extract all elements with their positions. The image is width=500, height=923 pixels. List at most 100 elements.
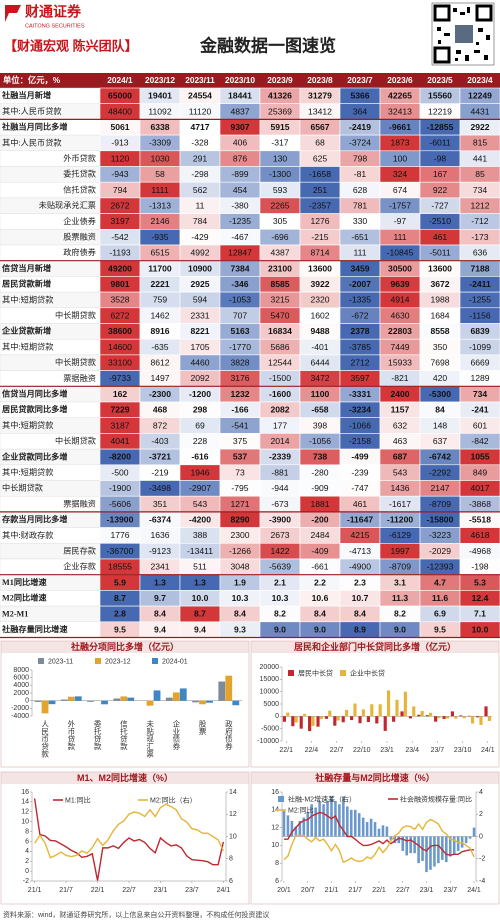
cell-value: -944: [271, 483, 288, 493]
cell-value: -215: [311, 232, 328, 242]
cell-value: -3223: [429, 530, 451, 540]
row-label: 未贴现承兑汇票: [39, 200, 96, 210]
bar: [308, 716, 312, 732]
cell-value: 9.7: [154, 593, 166, 603]
cell-value: -1600: [269, 389, 291, 399]
cell-value: -1658: [309, 169, 331, 179]
cell-value: -97: [394, 216, 407, 226]
legend-swatch: [38, 658, 44, 664]
cell-value: 7449: [390, 342, 409, 352]
cell-value: -2300: [149, 389, 171, 399]
cell-value: -9733: [109, 373, 131, 383]
x-tick-label: 人民币贷款: [40, 720, 49, 759]
chart-title: M1、M2同比增速（%）: [77, 772, 173, 783]
cell-value: 11: [196, 201, 205, 211]
row-label: M1同比增速: [2, 577, 47, 587]
cell-value: 1436: [390, 483, 409, 493]
bar: [487, 716, 491, 722]
cell-value: -881: [271, 467, 288, 477]
cell-value: -3900: [269, 515, 291, 525]
cell-value: 6272: [110, 310, 129, 320]
bar: [409, 836, 412, 854]
cell-value: -401: [311, 342, 328, 352]
cell-value: 4717: [190, 122, 209, 132]
cell-value: 1997: [390, 546, 409, 556]
bar: [225, 675, 233, 701]
row-label: 企业贷款新增: [1, 326, 51, 336]
line: [283, 818, 475, 864]
cell-value: -8709: [389, 562, 411, 572]
cell-value: 922: [433, 185, 448, 195]
y2-tick-label: 6: [229, 878, 233, 885]
x-tick-label: 23/1: [380, 747, 394, 754]
cell-value: 4630: [390, 310, 409, 320]
x-tick-label: 未贴现汇票: [145, 719, 154, 758]
cell-value: 8221: [190, 326, 209, 336]
legend-label: M2:同比（右）: [150, 795, 197, 804]
cell-value: 23100: [268, 263, 292, 273]
cell-value: 7188: [470, 263, 489, 273]
cell-value: 687: [393, 452, 408, 462]
cell-value: 463: [393, 436, 408, 446]
y-tick-label: 20000: [260, 664, 280, 671]
cell-value: 10.6: [312, 593, 329, 603]
chart-title: 社融分项同比多增（亿元）: [70, 641, 179, 652]
bar: [370, 704, 374, 717]
bar: [445, 836, 448, 863]
cell-value: 2484: [310, 530, 329, 540]
cell-value: 22803: [388, 326, 412, 336]
panel-border: [0, 640, 250, 768]
bar: [401, 836, 405, 851]
row-label: M2同比增速: [2, 593, 47, 603]
cell-value: 9307: [230, 122, 249, 132]
cell-value: -542: [111, 232, 128, 242]
y-tick-label: 8: [275, 860, 279, 867]
cell-value: 8612: [150, 358, 169, 368]
cell-value: 8.2: [274, 609, 286, 619]
cell-value: 707: [233, 310, 248, 320]
cell-value: 33100: [108, 358, 132, 368]
cell-value: 2341: [150, 562, 169, 572]
cell-value: 1873: [390, 138, 409, 148]
bar: [369, 818, 373, 837]
bar: [452, 836, 456, 855]
cell-value: -4713: [349, 546, 371, 556]
y-tick-label: -10000: [257, 738, 279, 745]
bar: [454, 716, 458, 719]
bar: [316, 716, 320, 727]
row-label: 其中:短期贷款: [2, 420, 53, 430]
cell-value: 2320: [310, 295, 329, 305]
y-tick-label: 16: [271, 789, 279, 796]
cell-value: -5518: [469, 515, 491, 525]
cell-value: 5366: [350, 91, 369, 101]
cell-value: 3922: [310, 279, 329, 289]
cell-value: 10.3: [272, 593, 289, 603]
bar: [310, 804, 313, 837]
legend-label: 2023-11: [48, 658, 73, 665]
bar: [146, 700, 154, 706]
bar: [408, 716, 412, 719]
row-label: 外币贷款: [63, 153, 96, 163]
panel-title-bg: [251, 641, 499, 653]
x-tick-label: 23/7: [185, 887, 199, 894]
cell-value: 2.2: [314, 577, 326, 587]
bar: [165, 697, 173, 701]
cell-value: 10.0: [472, 624, 489, 634]
cell-value: 12219: [428, 106, 452, 116]
cell-value: 5915: [270, 122, 289, 132]
column-header: 2023/6: [387, 75, 413, 85]
x-tick-label: 23/4: [405, 747, 419, 754]
bar: [365, 822, 369, 837]
cell-value: -5011: [429, 248, 451, 258]
bar: [218, 681, 226, 701]
cell-value: 1289: [470, 373, 489, 383]
cell-value: -696: [271, 232, 288, 242]
cell-value: 3.1: [394, 577, 406, 587]
row-label: 居民贷款新增: [2, 279, 51, 289]
row-label: 其中:短期贷款: [2, 467, 53, 477]
bar: [314, 807, 317, 837]
cell-value: 1636: [150, 530, 169, 540]
cell-value: 1055: [470, 452, 489, 462]
cell-value: -943: [111, 169, 128, 179]
y-tick-label: 8000: [13, 667, 29, 674]
